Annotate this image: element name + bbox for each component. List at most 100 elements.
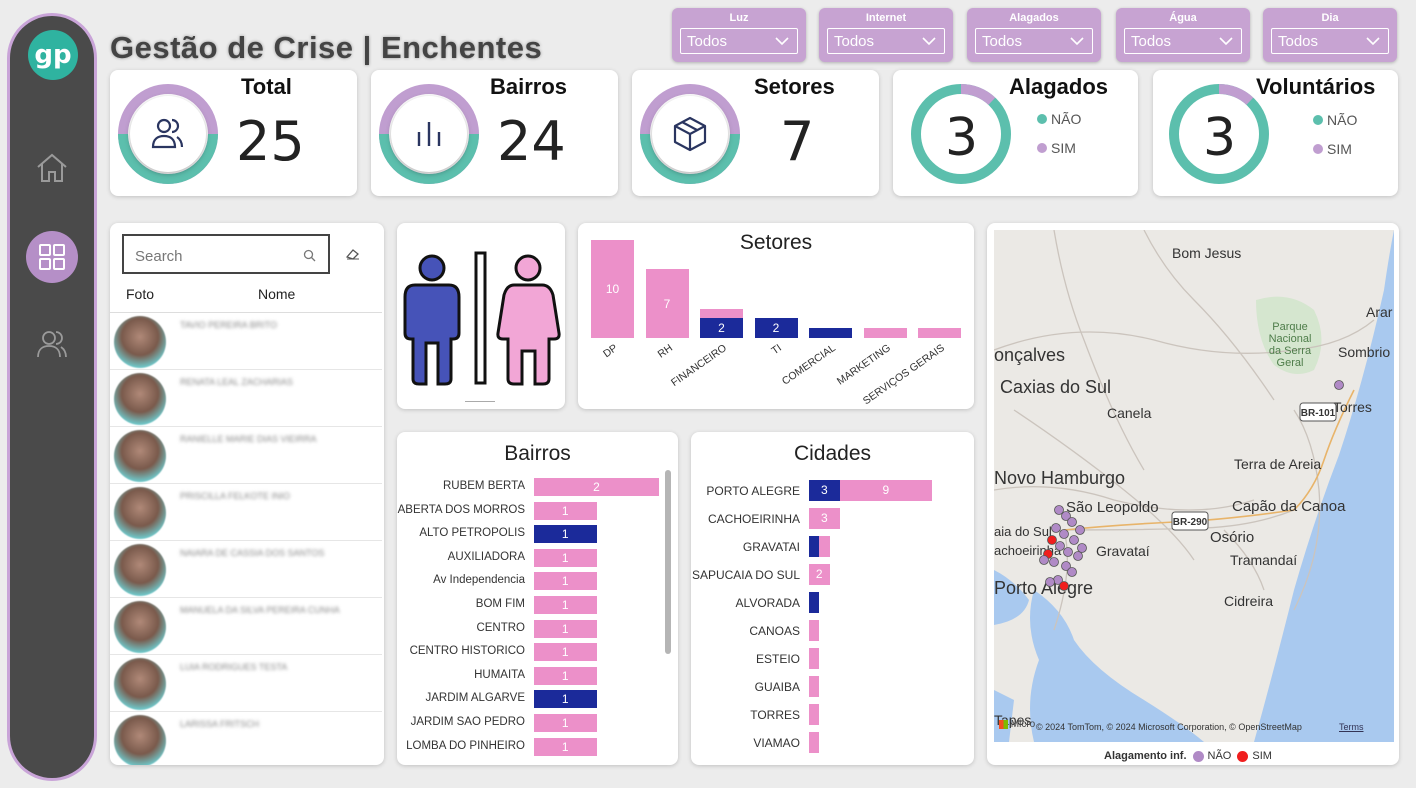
bar[interactable]	[591, 240, 634, 338]
bar[interactable]: 1	[534, 525, 597, 544]
bar[interactable]: 1	[534, 501, 597, 520]
map-point[interactable]	[1069, 535, 1079, 545]
kpi-value: 3	[1203, 108, 1237, 168]
map-point[interactable]	[1063, 547, 1073, 557]
map-terms-link[interactable]: Terms	[1339, 722, 1364, 732]
map-point[interactable]	[1039, 555, 1049, 565]
y-tick-label: ALVORADA	[735, 596, 800, 610]
bar[interactable]	[809, 704, 820, 725]
dashboard-nav-button[interactable]	[26, 231, 78, 283]
filter-dropdown[interactable]: Todos	[827, 28, 945, 54]
legend-nao: NÃO	[1037, 111, 1081, 127]
bar[interactable]	[809, 536, 820, 557]
bairros-scrollbar[interactable]	[665, 470, 671, 654]
bar[interactable]: 1	[534, 619, 597, 638]
filter-label: Água	[1169, 12, 1197, 24]
filter-label: Alagados	[1009, 12, 1059, 24]
bar[interactable]: 1	[534, 666, 597, 685]
map-point[interactable]	[1051, 523, 1061, 533]
kpi-value: 3	[945, 108, 979, 168]
people-list-panel: Search Foto Nome TAVIO PEREIRA BRITO RENA…	[110, 223, 384, 765]
bar[interactable]	[809, 592, 820, 613]
person-name: PRISCILLA FELKOTE INIO	[180, 491, 291, 501]
column-header-foto[interactable]: Foto	[126, 286, 155, 302]
map-point[interactable]	[1047, 535, 1057, 545]
bar[interactable]: 3	[809, 508, 840, 529]
list-item[interactable]: RANIELLE MARIE DIAS VIEIRRA	[110, 426, 382, 484]
bar[interactable]	[863, 328, 907, 338]
map-point[interactable]	[1054, 505, 1064, 515]
filter-dropdown[interactable]: Todos	[975, 28, 1093, 54]
bar[interactable]: 1	[534, 548, 597, 567]
bar[interactable]	[809, 648, 820, 669]
map-place-label: Canela	[1107, 405, 1152, 421]
bar[interactable]	[809, 676, 820, 697]
bar[interactable]	[819, 536, 830, 557]
bar[interactable]	[809, 328, 852, 338]
bar[interactable]: 1	[534, 572, 597, 591]
map-point[interactable]	[1055, 541, 1065, 551]
bar[interactable]: 1	[534, 643, 597, 662]
map-point[interactable]	[1067, 517, 1077, 527]
bar[interactable]	[809, 620, 820, 641]
bar[interactable]	[700, 308, 743, 319]
bar[interactable]	[645, 269, 689, 338]
eraser-icon[interactable]	[345, 248, 361, 260]
bar[interactable]	[754, 318, 798, 338]
map-place-label: Parque	[1272, 321, 1307, 333]
list-item[interactable]: PRISCILLA FELKOTE INIO	[110, 483, 382, 541]
map-point[interactable]	[1061, 561, 1071, 571]
map-point[interactable]	[1073, 551, 1083, 561]
person-name: LARISSA FRITSCH	[180, 719, 260, 729]
bar[interactable]: 2	[534, 478, 659, 496]
list-item[interactable]: RENATA LEAL ZACHARIAS	[110, 369, 382, 427]
list-item[interactable]: MANUELA DA SILVA PEREIRA CUNHA	[110, 597, 382, 655]
list-item[interactable]: NAIARA DE CASSIA DOS SANTOS	[110, 540, 382, 598]
list-item[interactable]: LARISSA FRITSCH	[110, 711, 382, 765]
y-tick-label: VIAMAO	[753, 736, 800, 750]
bar[interactable]: 1	[534, 690, 597, 709]
map-point[interactable]	[1334, 380, 1344, 390]
person-name: TAVIO PEREIRA BRITO	[180, 320, 278, 330]
y-tick-label: JARDIM SAO PEDRO	[410, 716, 525, 728]
bar[interactable]: 3	[809, 480, 840, 501]
map-point[interactable]	[1075, 525, 1085, 535]
chart-title: Bairros	[504, 442, 571, 465]
map-point[interactable]	[1059, 529, 1069, 539]
bar[interactable]: 1	[534, 714, 597, 732]
logo: gp	[28, 30, 78, 80]
y-tick-label: JARDIM ALGARVE	[425, 692, 526, 705]
map-point[interactable]	[1045, 577, 1055, 587]
kpi-title: Setores	[754, 74, 835, 99]
bar[interactable]	[700, 318, 743, 338]
filter-dropdown[interactable]: Todos	[1124, 28, 1242, 54]
filter-dropdown[interactable]: Todos	[680, 28, 798, 54]
search-placeholder: Search	[135, 248, 183, 265]
map-point[interactable]	[1061, 511, 1071, 521]
bar[interactable]: 9	[839, 480, 932, 501]
cidades-chart-card: Cidades PORTO ALEGRE 3 9 CACHOEIRINHA 3 GRAVA…	[691, 432, 974, 765]
people-nav-button[interactable]	[28, 320, 76, 368]
search-input[interactable]: Search	[122, 234, 330, 274]
home-nav-button[interactable]	[28, 144, 76, 192]
person-name: RANIELLE MARIE DIAS VIEIRRA	[180, 434, 317, 444]
bar[interactable]	[809, 732, 820, 753]
bar[interactable]: 1	[534, 737, 597, 756]
map-point[interactable]	[1049, 557, 1059, 567]
list-item[interactable]: LUIA RODRIGUES TESTA	[110, 654, 382, 712]
filter-value: Todos	[982, 33, 1023, 50]
list-item[interactable]: TAVIO PEREIRA BRITO	[110, 312, 382, 370]
filter-dropdown[interactable]: Todos	[1271, 28, 1389, 54]
column-header-nome[interactable]: Nome	[258, 286, 296, 302]
bar[interactable]: 1	[534, 596, 597, 614]
chart-title: Cidades	[793, 442, 872, 465]
map-point[interactable]	[1067, 567, 1077, 577]
map-point[interactable]	[1077, 543, 1087, 553]
bar[interactable]	[918, 328, 961, 338]
filter-label: Dia	[1321, 12, 1339, 24]
data-label: 10	[605, 282, 620, 296]
x-tick-label: DP	[601, 342, 620, 361]
bar[interactable]: 2	[809, 564, 830, 585]
map-point[interactable]	[1059, 581, 1069, 591]
